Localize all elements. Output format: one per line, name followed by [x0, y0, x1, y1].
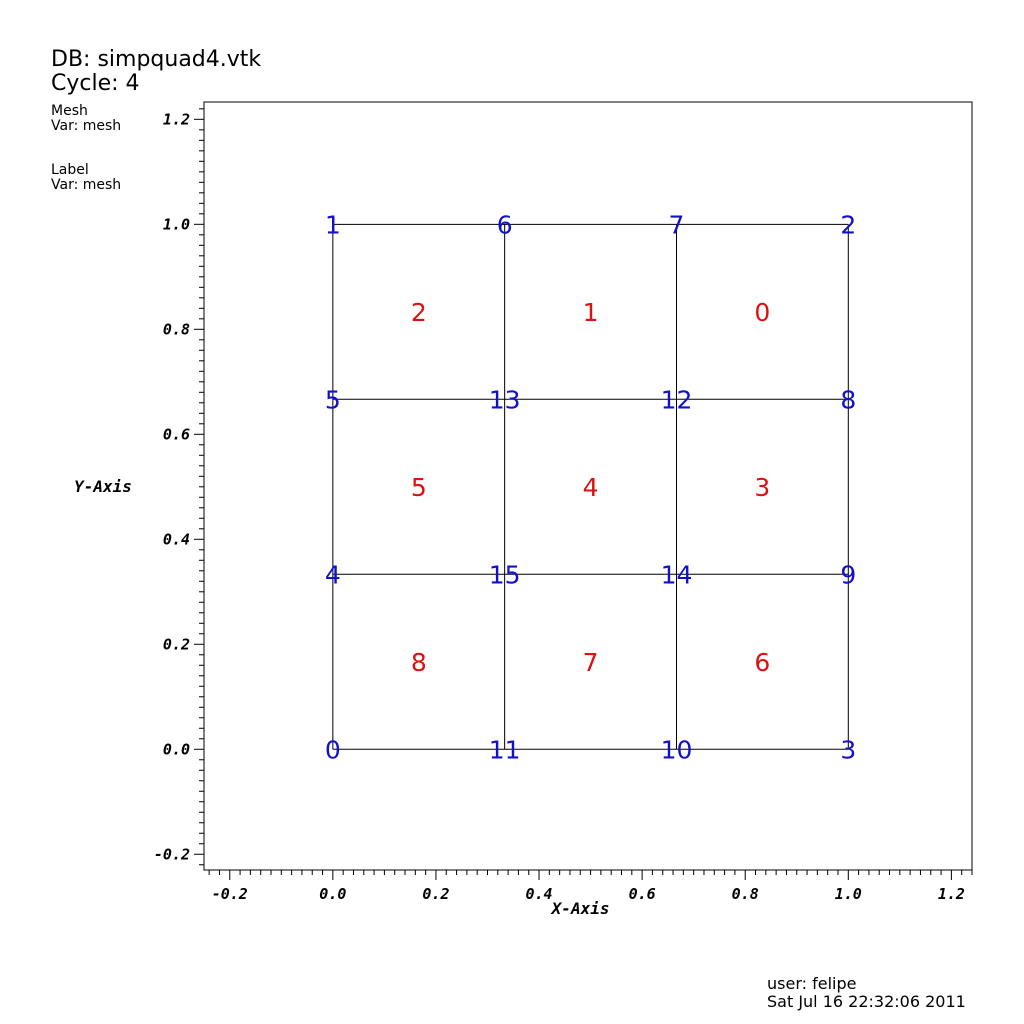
cell-label: 8 [411, 648, 427, 677]
node-label: 2 [840, 210, 856, 239]
x-tick-label: 0.0 [319, 885, 346, 903]
plot-frame [203, 101, 973, 871]
cell-label: 6 [754, 648, 770, 677]
footer-date: Sat Jul 16 22:32:06 2011 [767, 992, 966, 1011]
plot-legend-label-var: Var: mesh [51, 177, 122, 193]
y-tick-label: 1.0 [163, 215, 190, 233]
node-label: 14 [661, 560, 693, 589]
node-label: 10 [661, 735, 693, 764]
plot-legend-mesh-name: Mesh [51, 103, 88, 119]
node-label: 13 [489, 385, 521, 414]
plot-legend-label-name: Label [51, 162, 89, 178]
node-label: 11 [489, 735, 521, 764]
node-label: 15 [489, 560, 521, 589]
node-label: 9 [840, 560, 856, 589]
y-tick-label: -0.2 [154, 845, 190, 863]
cell-label: 2 [411, 298, 427, 327]
node-label: 0 [325, 735, 341, 764]
x-tick-label: 1.2 [938, 885, 965, 903]
y-axis-title: Y-Axis [74, 477, 132, 496]
x-tick-label: 0.2 [422, 885, 449, 903]
plot-legend-mesh-var: Var: mesh [51, 118, 122, 134]
cell-label: 0 [754, 298, 770, 327]
x-tick-label: -0.2 [212, 885, 248, 903]
cell-label: 1 [583, 298, 599, 327]
y-tick-label: 1.2 [163, 110, 190, 128]
y-tick-label: 0.0 [163, 740, 190, 758]
x-tick-label: 1.0 [835, 885, 862, 903]
database-name: DB: simpquad4.vtk [51, 47, 262, 72]
node-label: 4 [325, 560, 341, 589]
node-label: 7 [669, 210, 685, 239]
cycle-label: Cycle: 4 [51, 71, 140, 96]
node-label: 8 [840, 385, 856, 414]
cell-label: 7 [583, 648, 599, 677]
node-label: 1 [325, 210, 341, 239]
y-tick-label: 0.8 [163, 320, 190, 338]
y-tick-label: 0.4 [163, 530, 190, 548]
node-label: 6 [497, 210, 513, 239]
cell-label: 5 [411, 473, 427, 502]
x-tick-label: 0.4 [525, 885, 552, 903]
cell-label: 4 [583, 473, 599, 502]
node-label: 3 [840, 735, 856, 764]
x-axis-title: X-Axis [550, 899, 610, 918]
x-tick-label: 0.8 [732, 885, 759, 903]
x-tick-label: 0.6 [629, 885, 656, 903]
node-label: 12 [661, 385, 693, 414]
y-tick-label: 0.2 [163, 635, 190, 653]
y-tick-label: 0.6 [163, 425, 190, 443]
footer-user: user: felipe [767, 974, 857, 993]
cell-label: 3 [754, 473, 770, 502]
node-label: 5 [325, 385, 341, 414]
